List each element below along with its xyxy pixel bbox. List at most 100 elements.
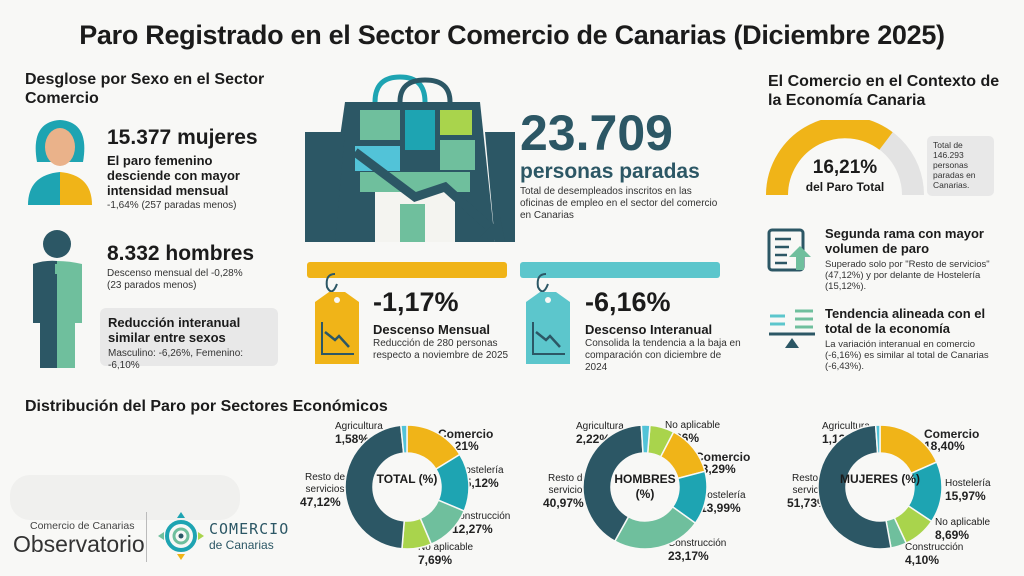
yearly-bar bbox=[520, 262, 720, 278]
slice-value: 4,10% bbox=[905, 553, 940, 567]
item2-description: La variación interanual en comercio (-6,… bbox=[825, 339, 989, 372]
donut-slice-agricultura bbox=[874, 424, 881, 454]
donut-chart-1 bbox=[582, 424, 708, 550]
shopping-bag-illustration bbox=[305, 74, 515, 242]
slice-value: 23,17% bbox=[668, 549, 709, 563]
logo-divider bbox=[146, 512, 147, 562]
donut-label: Construcción 4,10% bbox=[905, 542, 963, 568]
donut-label: Hostelería 15,97% bbox=[945, 478, 991, 504]
donut-slice-agricultura bbox=[640, 424, 651, 454]
gauge-chart bbox=[766, 120, 924, 196]
gender-callout: Reducción interanual similar entre sexos… bbox=[100, 308, 278, 371]
slice-category: Hostelería bbox=[458, 465, 504, 476]
gender-heading: Desglose por Sexo en el Sector Comercio bbox=[25, 71, 265, 107]
donut-slice-resto-de-servicios bbox=[582, 424, 644, 543]
donut-label: Resto de servicios 51,73% bbox=[787, 473, 837, 511]
slice-value: 8,69% bbox=[935, 528, 970, 542]
page-title: Paro Registrado en el Sector Comercio de… bbox=[79, 20, 945, 50]
slice-category: Comercio bbox=[695, 450, 751, 464]
slice-category: Agricultura bbox=[576, 421, 624, 432]
observatorio-big: Observatorio bbox=[13, 531, 145, 557]
slice-category: Comercio bbox=[924, 427, 980, 441]
donut-label: No aplicable 7,69% bbox=[418, 542, 473, 568]
yearly-price-tag-icon bbox=[526, 273, 570, 364]
monthly-bar bbox=[307, 262, 507, 278]
woman-icon bbox=[28, 120, 92, 205]
item1-description: Superado solo por "Resto de servicios" (… bbox=[825, 259, 990, 292]
yearly-label: Descenso Interanual bbox=[585, 322, 713, 337]
monthly-label: Descenso Mensual bbox=[373, 322, 491, 337]
slice-category: Hostelería bbox=[700, 490, 746, 501]
slice-category: Construcción bbox=[452, 511, 511, 522]
donut-center-title: HOMBRES (%) bbox=[614, 472, 676, 501]
men-detail-2: (23 parados menos) bbox=[107, 280, 197, 291]
logo-backdrop bbox=[10, 475, 240, 520]
donut-slice-resto-de-servicios bbox=[344, 424, 406, 550]
gauge-label: del Paro Total bbox=[805, 180, 885, 194]
slice-category: Resto de servicios bbox=[304, 472, 346, 495]
ranking-list-icon bbox=[767, 228, 811, 272]
donut-label: Agricultura 1,58% bbox=[335, 421, 383, 447]
callout-detail: Masculino: -6,26%, Femenino: -6,10% bbox=[108, 348, 244, 371]
donut-label: Resto de servicios 47,12% bbox=[300, 472, 350, 510]
headline-description: Total de desempleados inscritos en las o… bbox=[520, 186, 718, 221]
observatorio-small: Comercio de Canarias bbox=[30, 520, 135, 532]
slice-value: 47,12% bbox=[300, 495, 341, 509]
slice-category: No aplicable bbox=[665, 420, 721, 431]
context-heading: El Comercio en el Contexto de la Economí… bbox=[768, 73, 1000, 109]
slice-value: 40,97% bbox=[543, 496, 584, 510]
item1-title: Segunda rama con mayor volumen de paro bbox=[825, 226, 984, 256]
women-detail: -1,64% (257 paradas menos) bbox=[107, 200, 237, 211]
donut-chart-0 bbox=[344, 424, 470, 550]
slice-category: Resto de servicios bbox=[547, 473, 589, 496]
yearly-value: -6,16% bbox=[585, 287, 671, 317]
slice-category: Agricultura bbox=[822, 421, 870, 432]
women-subtitle: El paro femenino desciende con mayor int… bbox=[107, 153, 240, 198]
headline-value: 23.709 bbox=[520, 105, 673, 161]
donut-label: No aplicable 8,69% bbox=[935, 517, 990, 543]
distribution-heading: Distribución del Paro por Sectores Econó… bbox=[25, 398, 388, 415]
gauge-note: Total de 146.293 personas paradas en Can… bbox=[927, 136, 994, 196]
slice-value: 7,69% bbox=[418, 553, 453, 567]
slice-category: Hostelería bbox=[945, 478, 991, 489]
donut-label: Resto de servicios 40,97% bbox=[543, 473, 593, 511]
men-count: 8.332 hombres bbox=[107, 242, 255, 265]
monthly-description: Reducción de 280 personas respecto a nov… bbox=[373, 338, 509, 361]
slice-value: 13,99% bbox=[700, 501, 741, 515]
donut-label: Comercio 18,40% bbox=[924, 428, 979, 454]
donut-label: Construcción 23,17% bbox=[668, 538, 726, 564]
donut-label: Comercio 13,29% bbox=[695, 451, 750, 477]
monthly-price-tag-icon bbox=[315, 273, 359, 364]
donut-center-title: TOTAL (%) bbox=[376, 472, 438, 486]
slice-category: No aplicable bbox=[935, 517, 991, 528]
yearly-description: Consolida la tendencia a la baja en comp… bbox=[585, 338, 741, 373]
callout-title: Reducción interanual similar entre sexos bbox=[108, 315, 241, 345]
slice-category: Comercio bbox=[438, 427, 494, 441]
slice-category: No aplicable bbox=[418, 542, 474, 553]
men-detail-1: Descenso mensual del -0,28% bbox=[107, 268, 243, 279]
brand-small: de Canarias bbox=[209, 538, 274, 552]
slice-category: Construcción bbox=[668, 538, 727, 549]
slice-category: Resto de servicios bbox=[791, 473, 833, 496]
comercio-canarias-logo-icon bbox=[158, 512, 204, 560]
donut-slice-agricultura bbox=[400, 424, 408, 454]
donut-slice-resto-de-servicios bbox=[817, 424, 892, 550]
headline-unit: personas paradas bbox=[520, 160, 700, 183]
slice-value: 18,40% bbox=[924, 439, 965, 453]
slice-value: 51,73% bbox=[787, 496, 828, 510]
brand-big: COMERCIO bbox=[209, 520, 290, 538]
donut-chart-2 bbox=[817, 424, 943, 550]
slice-value: 12,27% bbox=[452, 522, 493, 536]
slice-category: Agricultura bbox=[335, 421, 383, 432]
monthly-value: -1,17% bbox=[373, 287, 459, 317]
balance-scale-icon bbox=[769, 309, 815, 348]
women-count: 15.377 mujeres bbox=[107, 126, 258, 149]
donut-label: Construcción 12,27% bbox=[452, 511, 510, 537]
donut-label: Hostelería 13,99% bbox=[700, 490, 746, 516]
man-icon bbox=[33, 230, 82, 368]
gauge-value: 16,21% bbox=[812, 157, 878, 178]
slice-value: 1,58% bbox=[335, 432, 370, 446]
gauge-fill bbox=[766, 120, 893, 196]
slice-value: 15,97% bbox=[945, 489, 986, 503]
item2-title: Tendencia alineada con el total de la ec… bbox=[825, 306, 986, 336]
